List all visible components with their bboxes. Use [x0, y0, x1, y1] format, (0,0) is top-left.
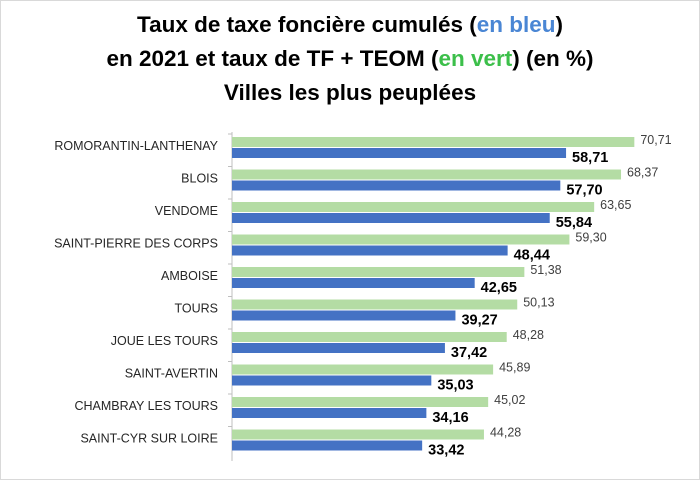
chart-title: Taux de taxe foncière cumulés (en bleu ) … [0, 8, 700, 110]
bar-blue [232, 245, 508, 256]
data-label-blue: 37,42 [451, 345, 487, 361]
data-label-green: 45,89 [499, 361, 530, 375]
data-label-green: 48,28 [513, 328, 544, 342]
category-label: AMBOISE [161, 269, 218, 283]
data-label-blue: 34,16 [432, 410, 468, 426]
data-label-blue: 39,27 [461, 313, 497, 329]
data-label-blue: 35,03 [437, 378, 473, 394]
data-label-blue: 33,42 [428, 443, 464, 459]
title-line-2-text-c: ) (en %) [512, 46, 594, 71]
category-label: SAINT-AVERTIN [125, 367, 218, 381]
data-label-blue: 42,65 [481, 280, 517, 296]
bar-green [232, 267, 525, 277]
bar-blue [232, 310, 456, 321]
bar-green [232, 429, 484, 440]
category-label: JOUE LES TOURS [111, 334, 218, 348]
bar-green [232, 137, 635, 147]
data-label-green: 70,71 [640, 133, 671, 147]
title-line-3: Villes les plus peuplées [223, 80, 477, 105]
title-line-2-text-a: en 2021 et taux de TF + TEOM ( [106, 46, 439, 71]
data-label-green: 50,13 [523, 296, 554, 310]
bar-green [232, 234, 570, 245]
bar-green [232, 364, 494, 375]
data-label-green: 45,02 [494, 393, 525, 407]
title-green-highlight: en vert [438, 46, 513, 71]
title-blue-highlight: en bleu [476, 12, 556, 37]
bar-blue [232, 278, 475, 288]
bar-green [232, 299, 518, 310]
title-line-2: en 2021 et taux de TF + TEOM (en vert) (… [0, 42, 700, 76]
data-label-blue: 57,70 [566, 183, 602, 199]
bar-green [232, 169, 622, 180]
category-label: ROMORANTIN-LANTHENAY [54, 139, 218, 153]
bar-blue [232, 343, 445, 353]
bar-green [232, 397, 489, 407]
category-label: SAINT-CYR SUR LOIRE [80, 432, 218, 446]
data-label-green: 44,28 [490, 426, 521, 440]
title-line-1-text-a: Taux de taxe foncière cumulés ( [137, 12, 477, 37]
title-line-1-text-c: ) [555, 12, 563, 37]
bar-blue [232, 180, 561, 191]
bar-green [232, 332, 507, 342]
category-label: TOURS [174, 302, 218, 316]
bar-blue [232, 408, 427, 418]
category-label: SAINT-PIERRE DES CORPS [54, 237, 218, 251]
category-label: CHAMBRAY LES TOURS [74, 399, 218, 413]
data-label-blue: 48,44 [514, 248, 550, 264]
data-label-green: 68,37 [627, 166, 658, 180]
title-line-1: Taux de taxe foncière cumulés (en bleu) [0, 8, 700, 42]
bar-blue [232, 213, 550, 223]
data-label-green: 59,30 [575, 231, 606, 245]
bar-green [232, 202, 595, 212]
data-label-blue: 58,71 [572, 150, 608, 166]
category-label: VENDOME [155, 204, 218, 218]
category-label: BLOIS [181, 172, 218, 186]
bar-blue [232, 440, 423, 451]
data-label-blue: 55,84 [556, 215, 592, 231]
bar-blue [232, 375, 432, 386]
data-label-green: 51,38 [530, 263, 561, 277]
bar-blue [232, 148, 567, 158]
data-label-green: 63,65 [600, 198, 631, 212]
